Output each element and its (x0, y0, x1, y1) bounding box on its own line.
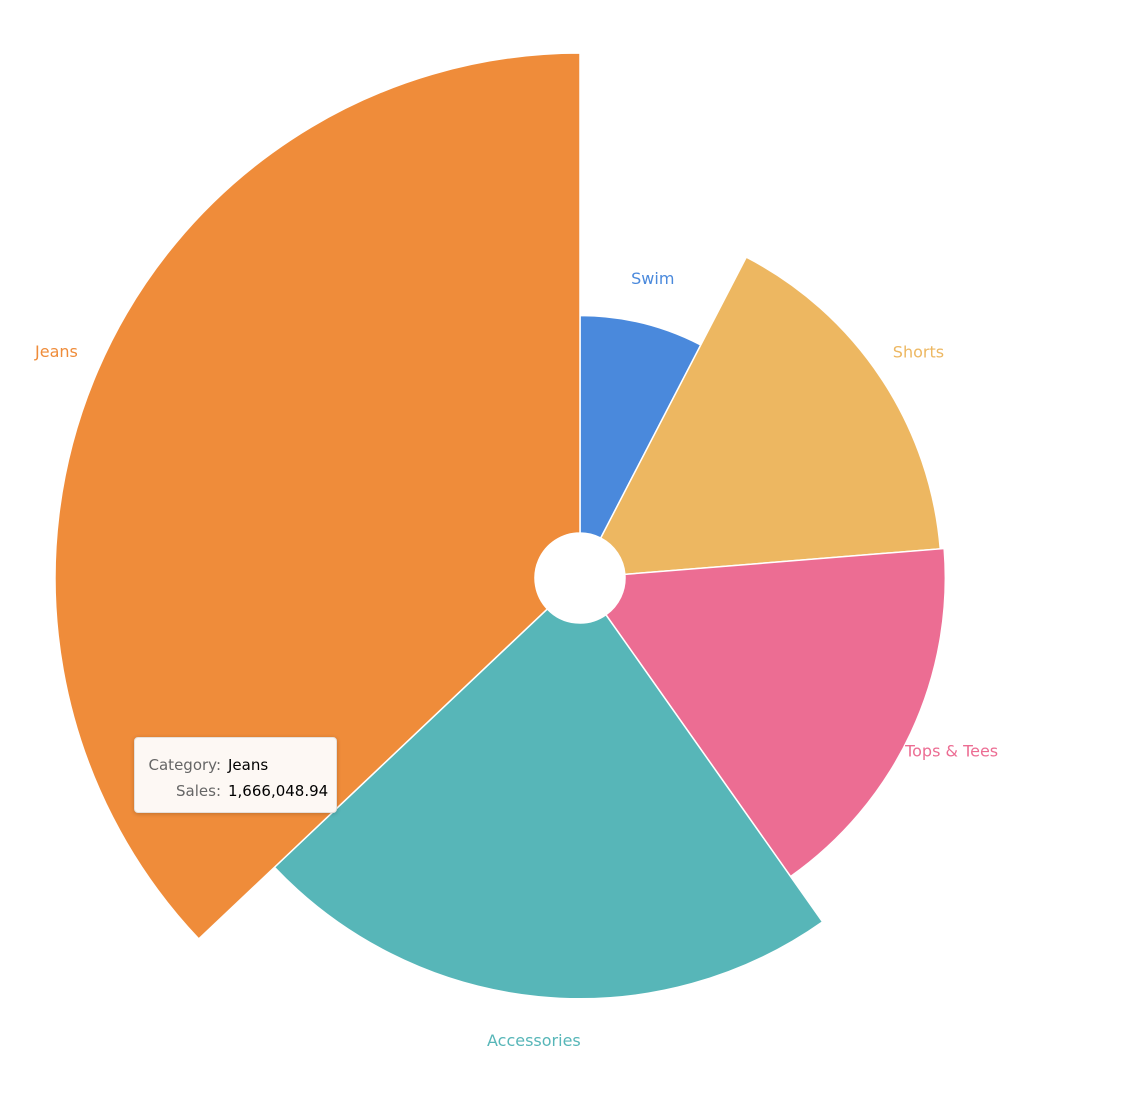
tooltip-key: Sales: (176, 782, 221, 800)
rose-slice (599, 256, 942, 576)
tooltip: Category: Jeans Sales: 1,666,048.94 (134, 737, 337, 813)
slice-label: Swim (631, 269, 674, 288)
slice-label: Tops & Tees (904, 741, 998, 760)
slice-label: Jeans (34, 342, 78, 361)
rose-slice (54, 52, 581, 940)
tooltip-value: 1,666,048.94 (228, 782, 329, 800)
slice-label: Shorts (893, 342, 944, 361)
rose-slice (273, 607, 824, 1000)
rose-slice (604, 547, 947, 878)
slice-label: Accessories (487, 1031, 581, 1050)
rose-slice (579, 314, 702, 540)
tooltip-key: Category: (148, 756, 221, 774)
tooltip-row: Sales: 1,666,048.94 (135, 778, 336, 804)
tooltip-value: Jeans (228, 756, 269, 774)
tooltip-row: Category: Jeans (135, 752, 336, 778)
